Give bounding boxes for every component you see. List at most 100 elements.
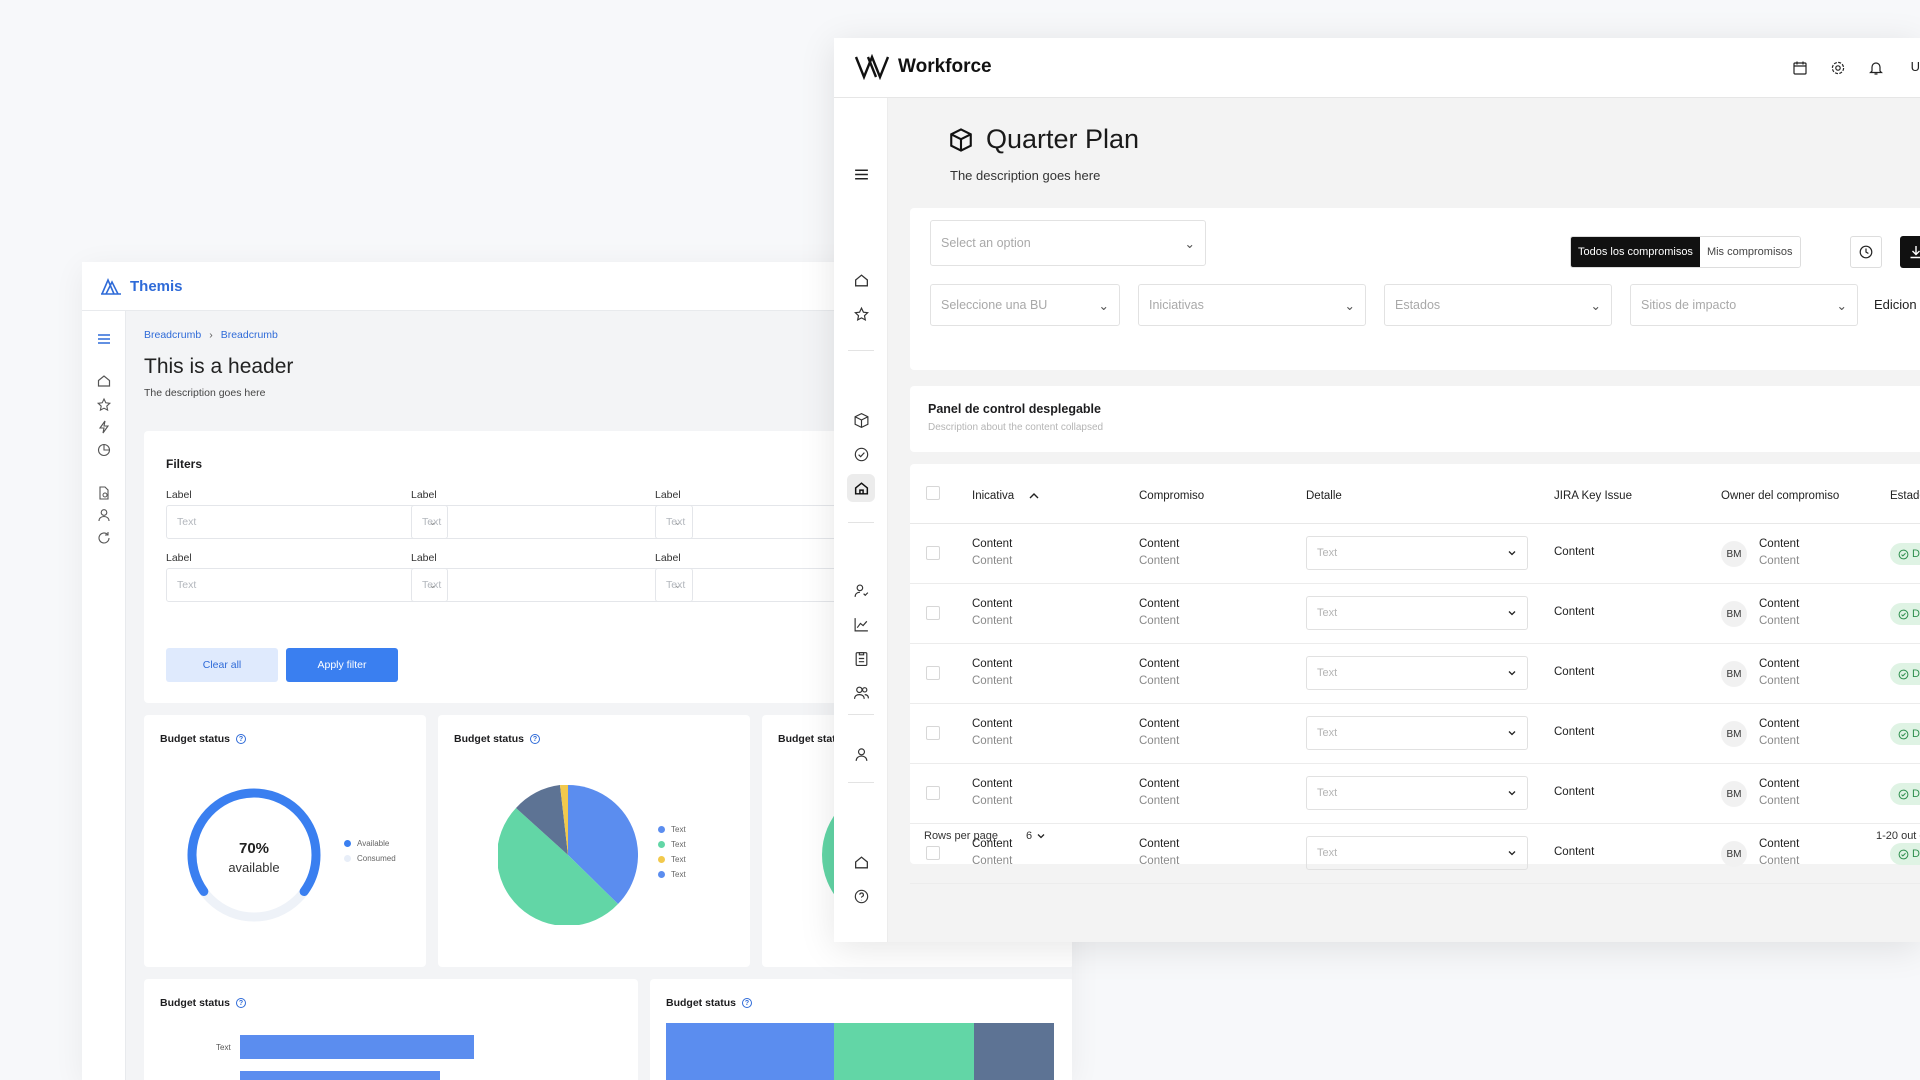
card-title-text: Budget status [160,997,231,1009]
filter-select[interactable]: Text⌄ [166,568,448,602]
workforce-logo[interactable]: Workforce [854,54,992,80]
chevron-down-icon [1508,791,1516,796]
row-checkbox[interactable] [926,606,940,620]
page-description: The description goes here [950,168,1101,183]
home-icon[interactable] [96,373,112,389]
download-button[interactable] [1900,236,1920,268]
owner-avatar: BM [1721,661,1747,687]
user-avatar[interactable]: U [1910,59,1920,74]
clipboard-icon[interactable] [853,650,870,667]
chart-line-icon[interactable] [853,616,870,633]
cube-icon[interactable] [853,412,870,429]
status-badge: D [1890,783,1920,805]
owner-sub: Content [1759,855,1800,867]
jira-key: Content [1554,786,1595,798]
table-row[interactable]: Content Content Content Content Text Content B… [910,524,1920,584]
help-icon[interactable]: ? [236,998,247,1008]
iniciativas-select[interactable]: Iniciativas ⌄ [1138,284,1366,326]
chevron-down-icon: ⌄ [1098,298,1109,313]
commitment-sub: Content [1139,675,1180,687]
gear-icon[interactable] [1830,60,1846,76]
collapsible-panel-description: Description about the content collapsed [928,422,1104,433]
commitment-name: Content [1139,598,1180,610]
user-icon[interactable] [96,507,112,523]
row-checkbox[interactable] [926,786,940,800]
table-row[interactable]: Content Content Content Content Text Content B… [910,764,1920,824]
star-icon[interactable] [853,306,870,323]
table-row[interactable]: Content Content Content Content Text Content B… [910,704,1920,764]
document-search-icon[interactable] [96,485,112,501]
row-checkbox[interactable] [926,666,940,680]
themis-logo-icon [101,277,121,295]
filter-select[interactable]: Text⌄ [411,505,693,539]
row-checkbox[interactable] [926,726,940,740]
home-icon[interactable] [853,854,870,871]
filter-select[interactable]: Text⌄ [411,568,693,602]
detail-select[interactable]: Text [1306,536,1528,570]
chart-pie-icon[interactable] [96,442,112,458]
bell-icon[interactable] [1868,60,1884,76]
estados-select[interactable]: Estados ⌄ [1384,284,1612,326]
legend-label: Consumed [357,854,396,863]
home-icon[interactable] [853,272,870,289]
history-button[interactable] [1850,236,1882,268]
jira-key: Content [1554,546,1595,558]
filter-field: Label Text⌄ [166,552,448,602]
row-checkbox[interactable] [926,546,940,560]
rows-per-page-select[interactable]: 6 [1026,830,1046,842]
menu-icon[interactable] [853,166,870,183]
user-icon[interactable] [853,746,870,763]
sitios-select[interactable]: Sitios de impacto ⌄ [1630,284,1858,326]
edicion-label[interactable]: Edicion [1874,297,1917,312]
filter-select[interactable]: Text⌄ [166,505,448,539]
refresh-icon[interactable] [96,530,112,546]
status-badge: D [1890,843,1920,865]
breadcrumb-item[interactable]: Breadcrumb [220,329,278,341]
sort-ascending-icon[interactable] [1028,490,1040,502]
calendar-icon[interactable] [1792,60,1808,76]
users-icon[interactable] [853,684,870,701]
option-select[interactable]: Select an option ⌄ [930,220,1206,266]
detail-select[interactable]: Text [1306,836,1528,870]
home-icon[interactable] [853,480,870,497]
workforce-sidebar [834,98,888,942]
table-row[interactable]: Content Content Content Content Text Content B… [910,644,1920,704]
detail-select[interactable]: Text [1306,656,1528,690]
user-check-icon[interactable] [853,582,870,599]
segment-my-commitments[interactable]: Mis compromisos [1699,237,1800,267]
workforce-app-title: Workforce [898,56,992,77]
workforce-topbar: Workforce U [834,38,1920,98]
breadcrumb-item[interactable]: Breadcrumb [144,329,202,341]
bu-select[interactable]: Seleccione una BU ⌄ [930,284,1120,326]
filter-label: Label [166,552,192,564]
card-title: Budget status? [160,733,247,745]
help-icon[interactable]: ? [236,734,247,744]
table-row[interactable]: Content Content Content Content Text Content B… [910,824,1920,884]
chevron-down-icon: ⌄ [1590,298,1601,313]
apply-filter-button[interactable]: Apply filter [286,648,398,682]
legend-dot [658,856,665,863]
table-row[interactable]: Content Content Content Content Text Content B… [910,584,1920,644]
select-all-checkbox[interactable] [926,486,940,500]
help-circle-icon[interactable] [853,888,870,905]
segment-all-commitments[interactable]: Todos los compromisos [1571,237,1700,267]
check-circle-icon[interactable] [853,446,870,463]
collapsible-panel[interactable]: Panel de control desplegable Description… [910,386,1920,452]
owner-avatar: BM [1721,841,1747,867]
card-title: Budget status [778,733,848,745]
row-checkbox[interactable] [926,846,940,860]
help-icon[interactable]: ? [530,734,541,744]
help-icon[interactable]: ? [742,998,753,1008]
status-badge: D [1890,543,1920,565]
menu-icon[interactable] [96,331,112,347]
column-header[interactable]: Inicativa [972,490,1015,502]
star-icon[interactable] [96,397,112,413]
clear-all-button[interactable]: Clear all [166,648,278,682]
detail-select[interactable]: Text [1306,596,1528,630]
bolt-icon[interactable] [96,419,112,435]
detail-select[interactable]: Text [1306,776,1528,810]
detail-select[interactable]: Text [1306,716,1528,750]
status-text: D [1912,548,1920,560]
column-header: JIRA Key Issue [1554,490,1632,502]
initiative-name: Content [972,838,1013,850]
